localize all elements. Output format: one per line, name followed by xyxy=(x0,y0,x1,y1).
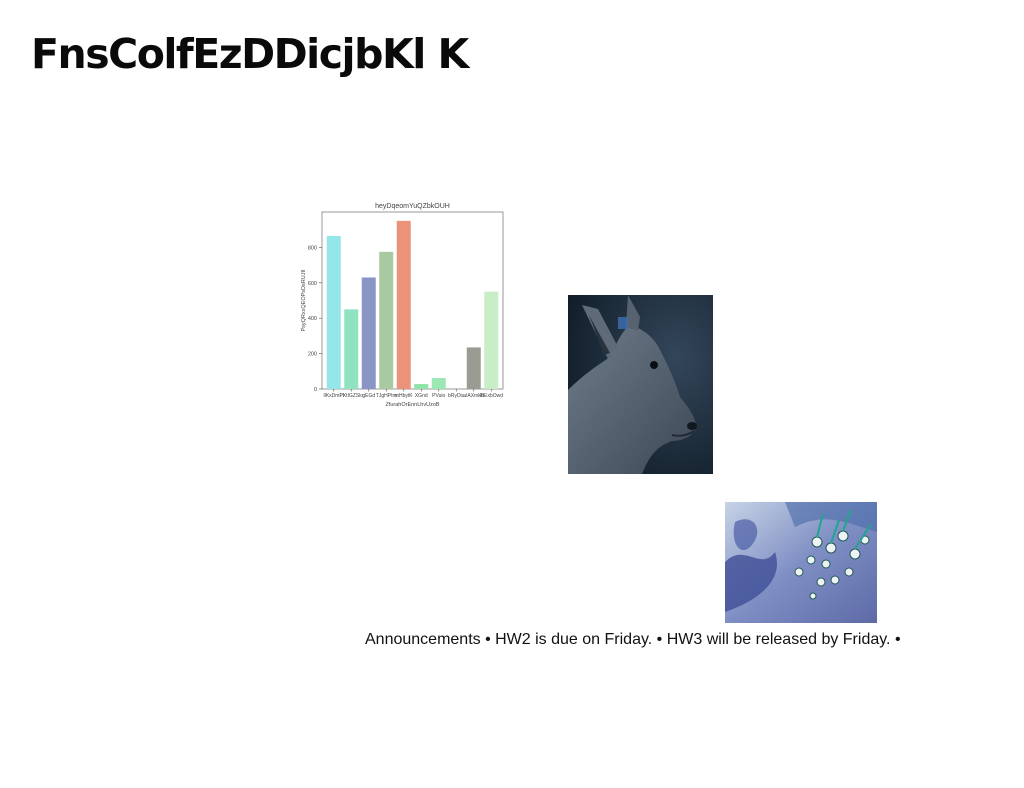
y-axis-label: PsyQRxxQEOPsDsRUJII xyxy=(301,269,307,332)
page-title: FnsColfEzDDicjbKl K xyxy=(31,30,468,78)
bar-6 xyxy=(414,384,428,389)
y-tick-label: 0 xyxy=(314,387,317,393)
x-tick-label: PVuio xyxy=(432,393,445,399)
bar-7 xyxy=(432,378,446,389)
bar-10 xyxy=(484,292,498,389)
flower-photo xyxy=(725,502,877,623)
bar-1 xyxy=(327,236,341,389)
x-tick-label: mHbytK xyxy=(395,393,413,399)
y-tick-label: 200 xyxy=(308,352,317,358)
y-tick-label: 400 xyxy=(308,316,317,322)
y-tick-label: 800 xyxy=(308,245,317,251)
x-tick-label: bRyDiu xyxy=(448,393,465,399)
bar-chart: heyDqeomYuQZbkOUH 0 200 400 600 800 IlKxDmPI PX… xyxy=(296,197,512,412)
flower-image xyxy=(725,502,877,623)
bar-5 xyxy=(397,221,411,389)
deer-image xyxy=(568,295,713,474)
bar-chart-svg: heyDqeomYuQZbkOUH0200400600800IlKxDmPIPX… xyxy=(296,197,512,412)
x-tick-label: PXtIGZSlo xyxy=(339,393,363,399)
x-axis-label: ZfurahOrEnnLhvUzoB xyxy=(385,402,439,408)
x-tick-label: XGnd xyxy=(415,393,428,399)
bar-2 xyxy=(344,309,358,389)
x-tick-label: EtExbOwd xyxy=(479,393,503,399)
y-tick-label: 600 xyxy=(308,281,317,287)
bar-3 xyxy=(362,277,376,389)
x-tick-label: TJgHPtm xyxy=(376,393,397,399)
chart-title: heyDqeomYuQZbkOUH xyxy=(375,203,450,210)
x-tick-label: gEGd xyxy=(362,393,375,399)
deer-photo xyxy=(568,295,713,474)
announcement-text: Announcements • HW2 is due on Friday. • … xyxy=(365,631,901,649)
bar-4 xyxy=(379,252,393,389)
bar-9 xyxy=(467,347,481,389)
